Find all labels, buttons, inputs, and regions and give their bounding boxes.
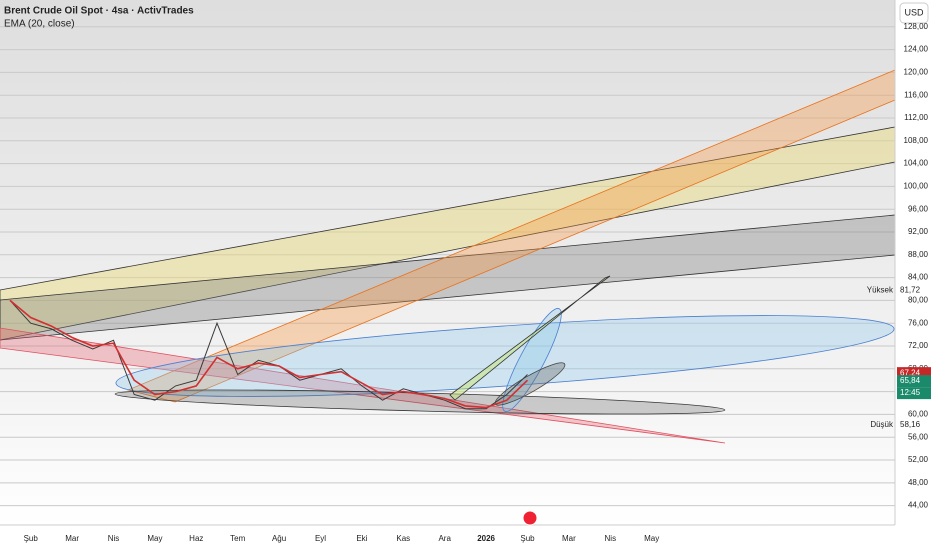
x-tick-label: Ara: [438, 534, 451, 543]
y-tick-label: 104,00: [904, 159, 929, 168]
countdown: 12:45: [900, 388, 921, 397]
y-tick-label: 52,00: [908, 455, 929, 464]
x-tick-label: Mar: [562, 534, 576, 543]
x-tick-label: Tem: [230, 534, 245, 543]
red-channel: [0, 327, 726, 444]
price-label-name: Yüksek: [867, 286, 894, 295]
y-tick-label: 56,00: [908, 432, 929, 441]
y-tick-label: 72,00: [908, 341, 929, 350]
y-tick-label: 92,00: [908, 227, 929, 236]
y-tick-label: 84,00: [908, 273, 929, 282]
price-marker: [897, 418, 931, 431]
x-tick-label: Şub: [24, 534, 39, 543]
green-wedge: [449, 275, 611, 401]
y-tick-label: 44,00: [908, 501, 929, 510]
x-tick-label: Nis: [605, 534, 617, 543]
x-tick-label: Nis: [108, 534, 120, 543]
legend-entry: EMA (20, close): [4, 19, 75, 30]
x-tick-label: Eki: [356, 534, 367, 543]
price-value: 67,24: [900, 368, 921, 377]
price-value: 81,72: [900, 286, 921, 295]
x-tick-label: Kas: [396, 534, 410, 543]
currency-button[interactable]: [899, 2, 929, 24]
y-tick-label: 88,00: [908, 250, 929, 259]
chart-title: Brent Crude Oil Spot · 4sa · ActivTrades: [4, 6, 194, 17]
y-tick-label: 80,00: [908, 296, 929, 305]
x-tick-label: 2026: [477, 534, 495, 543]
small-blue-ellipse: [502, 308, 562, 412]
x-tick-label: May: [644, 534, 659, 543]
y-tick-label: 116,00: [904, 90, 928, 99]
x-tick-label: Mar: [65, 534, 79, 543]
x-tick-label: Eyl: [315, 534, 326, 543]
x-tick-label: Haz: [189, 534, 203, 543]
y-tick-label: 48,00: [908, 478, 929, 487]
series-line: [9, 300, 528, 410]
x-tick-label: Şub: [520, 534, 535, 543]
price-value: 58,16: [900, 420, 921, 429]
event-icon[interactable]: [522, 510, 538, 526]
y-tick-label: 96,00: [908, 204, 929, 213]
x-tick-label: May: [147, 534, 162, 543]
price-label-name: Düşük: [870, 420, 894, 429]
series-line: [9, 299, 529, 409]
y-tick-label: 112,00: [904, 113, 928, 122]
x-tick-label: Ağu: [272, 534, 286, 543]
y-tick-label: 60,00: [908, 410, 929, 419]
series: [9, 299, 529, 410]
grid: [0, 26, 895, 507]
y-tick-label: 120,00: [904, 68, 929, 77]
countdown-box: [897, 387, 931, 400]
price-value: 65,84: [900, 376, 921, 385]
y-tick-label: 128,00: [904, 22, 929, 31]
y-tick-label: 108,00: [904, 136, 929, 145]
price-marker: [897, 284, 931, 297]
drawings: [0, 69, 896, 444]
y-tick-label: 100,00: [904, 182, 929, 191]
y-tick-label: 124,00: [904, 45, 929, 54]
currency-label[interactable]: USD: [904, 7, 924, 17]
y-tick-label: 76,00: [908, 318, 929, 327]
price-marker: [897, 375, 931, 388]
